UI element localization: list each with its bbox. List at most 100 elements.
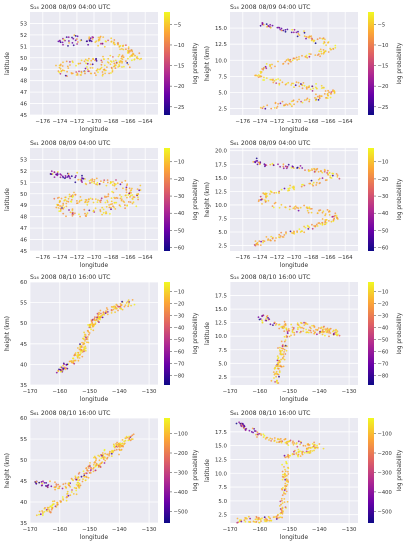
scatter-point: [136, 188, 139, 191]
scatter-point: [102, 211, 105, 214]
scatter-point: [315, 97, 318, 100]
scatter-point: [269, 239, 272, 242]
scatter-point: [86, 68, 89, 71]
scatter-point: [259, 432, 262, 435]
scatter-point: [83, 346, 85, 349]
scatter-point: [281, 506, 284, 509]
scatter-point: [71, 215, 74, 217]
scatter-point: [98, 39, 101, 42]
scatter-point: [328, 330, 331, 333]
scatter-point: [85, 336, 87, 339]
scatter-point: [64, 176, 67, 179]
scatter-point: [91, 198, 94, 201]
scatter-point: [271, 237, 274, 240]
scatter-point: [274, 381, 276, 383]
y-tick-label: 45: [20, 113, 27, 119]
scatter-point: [265, 236, 268, 238]
scatter-point: [77, 353, 79, 356]
scatter-point: [283, 234, 286, 236]
panel-8: −170 −160 −150 −140 −1302.55.07.510.012.515.…: [204, 410, 403, 541]
scatter-point: [283, 501, 286, 503]
scatter-point: [131, 50, 134, 53]
scatter-point: [74, 352, 77, 354]
scatter-point: [270, 379, 273, 382]
scatter-point: [59, 370, 62, 373]
scatter-point: [286, 500, 289, 503]
scatter-point: [118, 61, 121, 64]
scatter-point: [35, 481, 38, 483]
scatter-point: [56, 501, 58, 504]
scatter-point: [300, 185, 303, 188]
y-tick-label: 17.5: [215, 162, 227, 168]
scatter-point: [119, 197, 122, 200]
scatter-point: [332, 330, 334, 333]
y-axis-label: latitude: [4, 52, 11, 75]
scatter-point: [65, 36, 68, 38]
scatter-point: [71, 195, 74, 197]
scatter-point: [97, 454, 100, 457]
scatter-point: [127, 47, 130, 50]
scatter-point: [79, 74, 82, 76]
scatter-point: [296, 331, 298, 333]
scatter-point: [276, 26, 279, 29]
scatter-point: [298, 34, 301, 36]
scatter-point: [279, 235, 282, 237]
scatter-point: [90, 181, 93, 184]
scatter-point: [283, 345, 286, 348]
scatter-point: [139, 184, 142, 187]
scatter-point: [305, 450, 308, 453]
scatter-point: [95, 40, 98, 43]
scatter-point: [89, 197, 92, 200]
scatter-point: [131, 299, 134, 301]
scatter-point: [71, 209, 74, 212]
scatter-point: [327, 211, 330, 213]
scatter-point: [63, 363, 65, 365]
scatter-point: [312, 330, 315, 332]
y-tick-label: 47: [20, 226, 27, 232]
y-tick-label: 48: [20, 79, 27, 85]
scatter-point: [107, 195, 110, 198]
scatter-point: [64, 196, 67, 199]
scatter-point: [112, 306, 114, 308]
scatter-point: [75, 493, 78, 496]
scatter-point: [283, 330, 286, 332]
scatter-point: [69, 494, 72, 497]
scatter-point: [81, 349, 84, 352]
scatter-point: [306, 97, 309, 100]
scatter-point: [114, 64, 116, 67]
scatter-point: [127, 305, 130, 308]
colorbar-tick-label: −200: [174, 451, 188, 457]
y-tick-label: 15.0: [215, 444, 228, 450]
scatter-point: [263, 519, 266, 521]
scatter-point: [125, 191, 128, 194]
scatter-point: [280, 508, 283, 511]
scatter-point: [110, 200, 113, 203]
scatter-point: [279, 350, 282, 353]
scatter-point: [293, 450, 295, 453]
y-tick-label: 2.5: [218, 244, 227, 250]
scatter-point: [93, 178, 96, 181]
scatter-point: [309, 35, 311, 38]
scatter-point: [338, 334, 341, 337]
scatter-point: [295, 81, 298, 83]
scatter-point: [278, 349, 281, 352]
scatter-point: [100, 180, 102, 183]
scatter-point: [64, 175, 67, 177]
scatter-point: [303, 30, 305, 32]
scatter-point: [124, 304, 127, 307]
scatter-point: [322, 37, 325, 40]
scatter-point: [297, 328, 299, 331]
scatter-point: [282, 29, 285, 32]
scatter-point: [79, 347, 82, 349]
scatter-point: [131, 194, 134, 196]
scatter-point: [277, 382, 280, 384]
scatter-point: [291, 331, 294, 334]
scatter-point: [270, 235, 273, 238]
scatter-point: [59, 41, 62, 44]
scatter-point: [72, 61, 74, 64]
scatter-point: [286, 462, 288, 465]
scatter-point: [80, 180, 83, 183]
scatter-point: [127, 299, 130, 301]
scatter-point: [44, 507, 46, 509]
scatter-point: [274, 367, 277, 369]
